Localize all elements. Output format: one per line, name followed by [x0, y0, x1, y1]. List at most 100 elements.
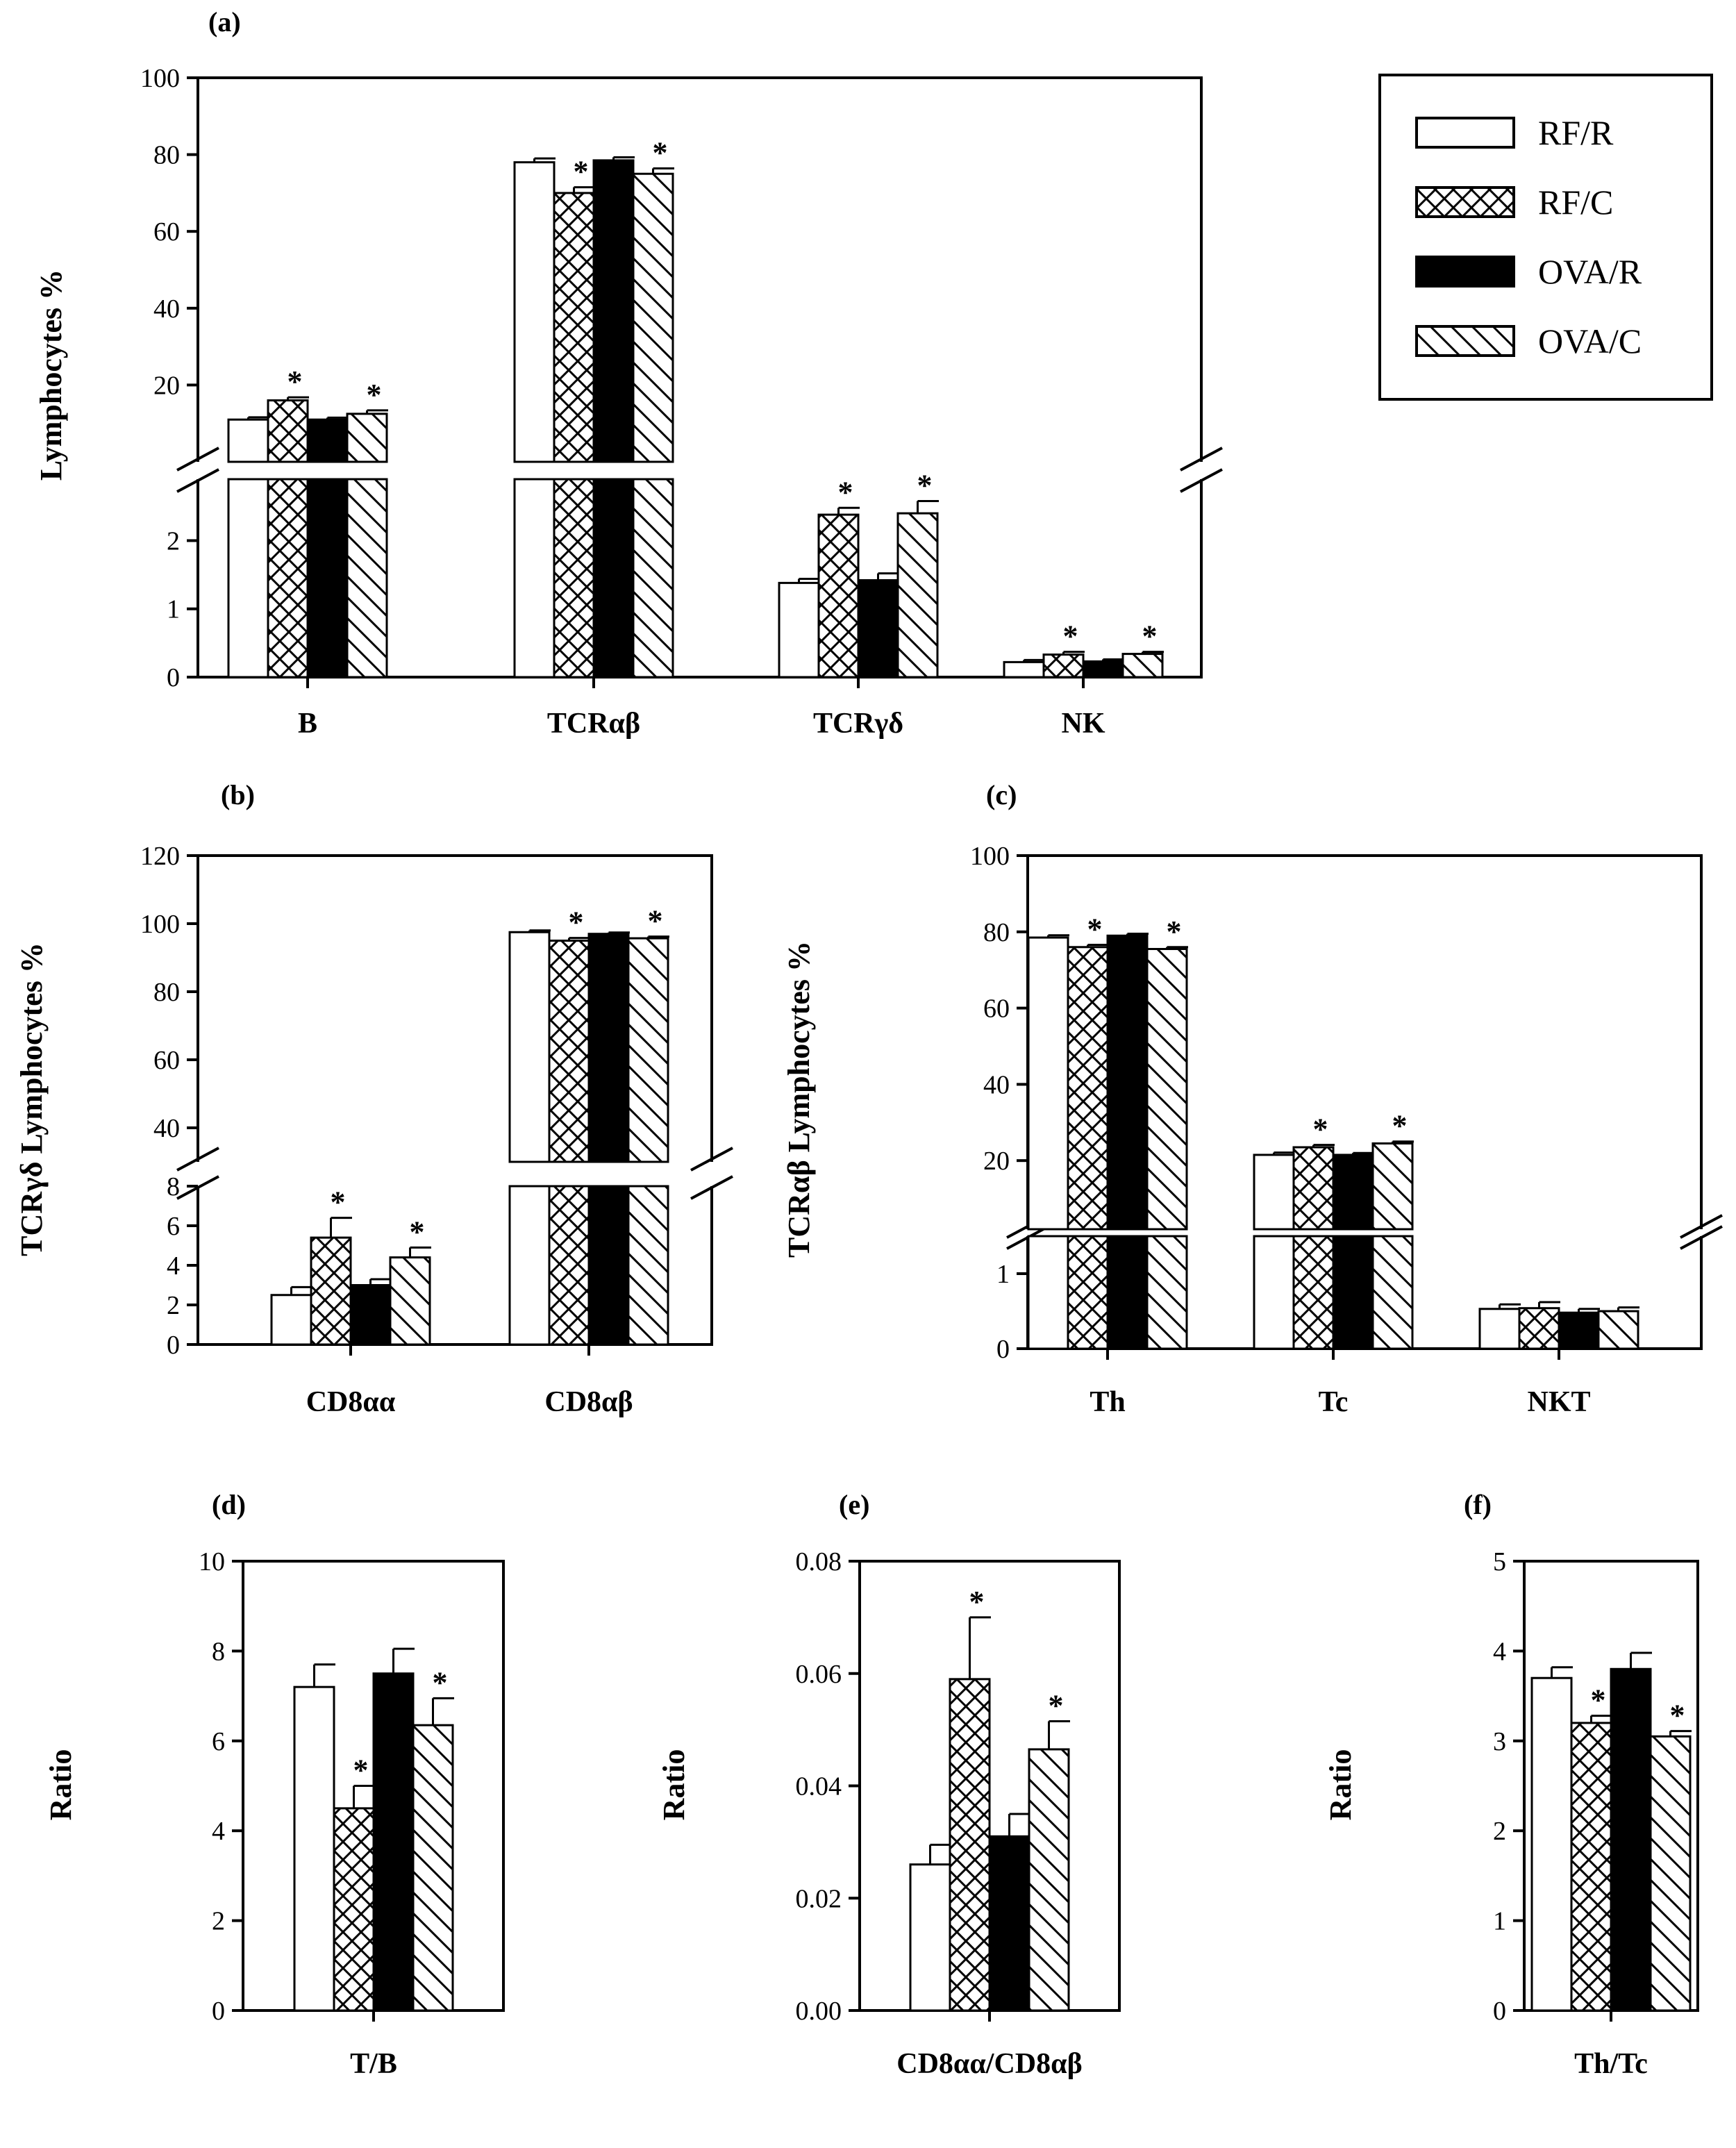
bar-lower-segment — [228, 479, 268, 677]
panel-label: (c) — [986, 779, 1017, 810]
bar — [1254, 1155, 1294, 1229]
bar-lower-segment — [1333, 1236, 1373, 1349]
y-tick-label: 0.08 — [796, 1547, 842, 1576]
y-tick-label: 0 — [167, 1331, 180, 1360]
bar — [1147, 949, 1187, 1230]
bar-lower-segment — [1108, 1236, 1147, 1349]
bar-lower-segment — [1028, 1236, 1068, 1349]
bar — [1108, 935, 1147, 1229]
significance-marker: * — [648, 904, 663, 938]
y-tick-label: 6 — [212, 1727, 225, 1756]
y-tick-label: 2 — [212, 1907, 225, 1936]
y-tick-label: 10 — [199, 1547, 225, 1576]
panel-c: (c) TCRαβ Lymphocytes % 20 40 60 80 100 0 1 Th Tc N… — [782, 779, 1722, 1418]
bar — [308, 419, 347, 462]
significance-marker: * — [1063, 619, 1078, 653]
significance-marker: * — [410, 1215, 425, 1249]
y-tick-label: 100 — [140, 64, 180, 93]
significance-marker: * — [287, 365, 303, 399]
significance-marker: * — [574, 155, 589, 189]
significance-marker: * — [367, 378, 382, 412]
panel-a: (a) Lymphocytes % 20 40 60 80 100 0 1 2 B TCRαβ TCRγ… — [34, 6, 1222, 740]
bar — [950, 1679, 990, 2010]
y-axis-title: TCRγδ Lymphocytes % — [15, 942, 49, 1256]
panel-label: (b) — [221, 779, 255, 810]
bar — [272, 1295, 311, 1344]
y-tick-label: 0 — [212, 1997, 225, 2026]
y-tick-label: 6 — [167, 1212, 180, 1241]
bar-lower-segment — [628, 1186, 668, 1344]
legend-swatch — [1417, 326, 1514, 356]
category-label: NKT — [1527, 1386, 1590, 1418]
y-tick-label: 60 — [153, 217, 180, 247]
y-tick-label: 40 — [153, 294, 180, 324]
bar — [374, 1674, 413, 2010]
significance-marker: * — [969, 1585, 985, 1619]
bar — [1611, 1669, 1651, 2010]
bar-lower-segment — [589, 1186, 628, 1344]
bar — [1068, 947, 1108, 1229]
bar — [554, 193, 594, 462]
bar-lower-segment — [347, 479, 387, 677]
panel-d: (d) Ratio 0 2 4 6 8 10 T/B * * — [44, 1489, 503, 2080]
bar — [589, 934, 628, 1162]
legend-swatch — [1417, 188, 1514, 217]
bar-lower-segment — [549, 1186, 589, 1344]
bar — [334, 1808, 374, 2010]
significance-marker: * — [917, 468, 933, 502]
significance-marker: * — [433, 1665, 448, 1699]
bar — [858, 580, 898, 677]
legend-label: RF/C — [1538, 183, 1613, 222]
significance-marker: * — [1313, 1113, 1328, 1147]
significance-marker: * — [1087, 912, 1103, 946]
y-axis-title: Lymphocytes % — [34, 269, 68, 481]
bar-lower-segment — [554, 479, 594, 677]
frame-upper — [198, 78, 1201, 462]
y-tick-label: 20 — [153, 371, 180, 400]
bar — [779, 583, 819, 677]
bar — [1004, 662, 1044, 677]
panel-f: (f)Ratio012345Th/Tc* * — [1324, 1489, 1698, 2080]
y-tick-label: 60 — [983, 994, 1010, 1024]
category-label: CD8αα — [306, 1386, 396, 1418]
bar-lower-segment — [633, 479, 673, 677]
y-tick-label: 5 — [1493, 1547, 1506, 1576]
legend-label: RF/R — [1538, 113, 1614, 152]
panel-b: (b) TCRγδ Lymphocytes % 40 60 80 100 120 0 2 4 6 8 C… — [15, 779, 733, 1418]
category-label: Th — [1090, 1386, 1125, 1418]
significance-marker: * — [1049, 1688, 1064, 1722]
legend-item: RF/C — [1417, 183, 1613, 222]
panel-label: (d) — [212, 1489, 246, 1520]
significance-marker: * — [838, 475, 853, 509]
bar — [268, 401, 308, 462]
significance-marker: * — [331, 1185, 346, 1219]
bar — [351, 1285, 390, 1345]
bar — [1083, 661, 1123, 677]
y-tick-label: 80 — [153, 978, 180, 1007]
bar — [1480, 1309, 1519, 1349]
y-axis-title: TCRαβ Lymphocytes % — [782, 941, 816, 1258]
y-tick-label: 100 — [970, 842, 1010, 871]
bar — [1571, 1723, 1611, 2010]
significance-marker: * — [1167, 915, 1182, 949]
bar — [413, 1725, 453, 2010]
y-axis-title: Ratio — [1324, 1749, 1358, 1821]
significance-marker: * — [1670, 1699, 1685, 1733]
bar — [228, 419, 268, 462]
y-tick-label: 0.06 — [796, 1660, 842, 1689]
y-tick-label: 0 — [1493, 1997, 1506, 2026]
legend-label: OVA/C — [1538, 322, 1642, 360]
significance-marker: * — [653, 136, 668, 170]
y-tick-label: 1 — [996, 1260, 1010, 1289]
y-tick-label: 4 — [212, 1817, 225, 1846]
y-tick-label: 80 — [983, 918, 1010, 947]
significance-marker: * — [1392, 1109, 1408, 1143]
bar — [1519, 1308, 1559, 1349]
legend-label: OVA/R — [1538, 252, 1642, 291]
bar — [311, 1238, 351, 1344]
category-label: CD8αβ — [544, 1386, 633, 1418]
bar — [1044, 655, 1083, 677]
bar-lower-segment — [1147, 1236, 1187, 1349]
significance-marker: * — [1591, 1683, 1606, 1717]
bar-lower-segment — [1254, 1236, 1294, 1349]
